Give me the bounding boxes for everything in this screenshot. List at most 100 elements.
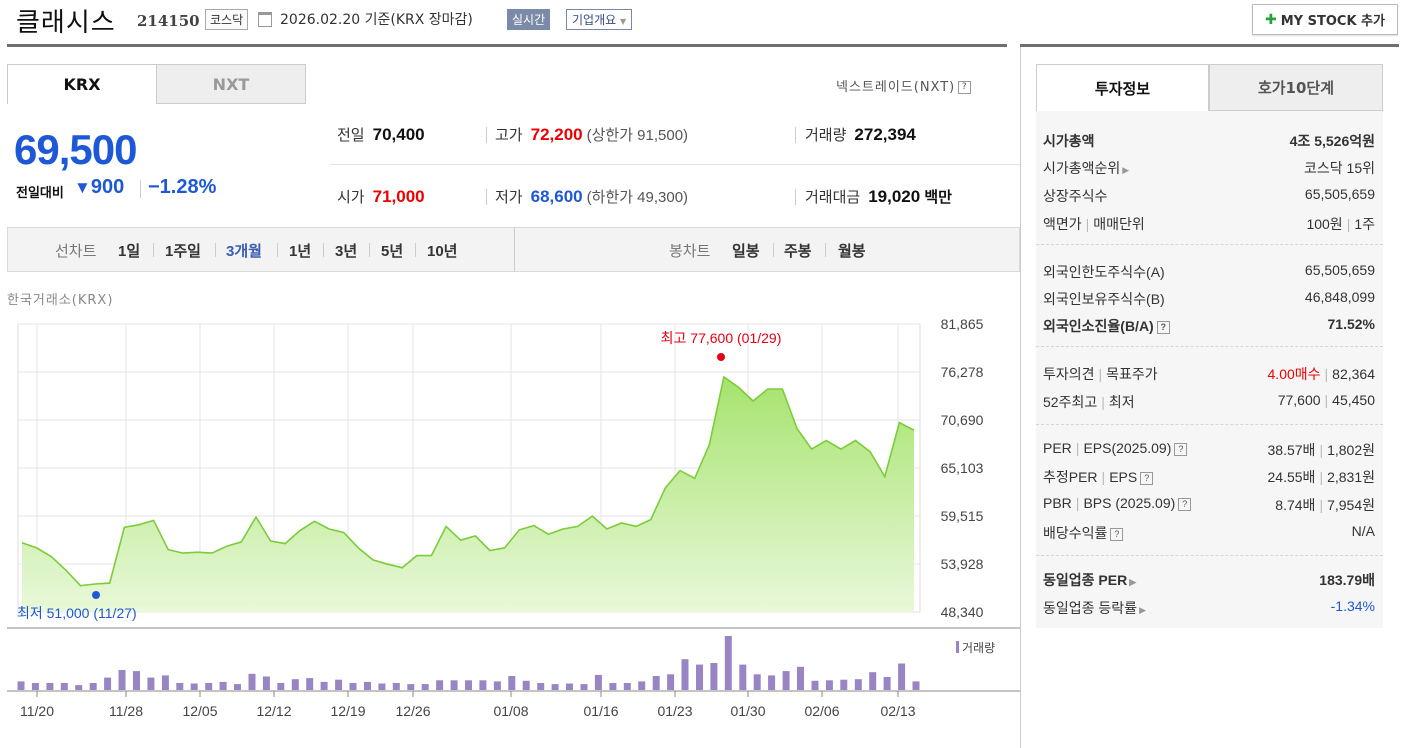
eps-label: EPS(2025.09) xyxy=(1083,440,1172,456)
volume-bar xyxy=(710,663,718,690)
volume-bar xyxy=(190,683,198,690)
toolbar-sep xyxy=(369,243,370,257)
period-1w[interactable]: 1주일 xyxy=(165,243,201,260)
header-divider xyxy=(7,44,1007,47)
price-chart[interactable]: 거래량 81,865 76,278 70,690 65,103 59,515 53,928… xyxy=(7,305,1020,725)
volume-bar xyxy=(364,681,371,690)
w52-low-label: 최저 xyxy=(1108,394,1135,410)
target-label: 목표주가 xyxy=(1106,366,1158,382)
volume-bar xyxy=(147,677,155,690)
add-mystock-button[interactable]: ✚ MY STOCK 추가 xyxy=(1252,4,1398,35)
volume-bar xyxy=(479,680,487,690)
calendar-icon xyxy=(258,12,272,27)
volume-bar xyxy=(537,683,545,690)
nxt-link[interactable]: 넥스트레이드(NXT)? xyxy=(836,76,972,95)
volume-bar xyxy=(609,683,617,690)
tab-nxt[interactable]: NXT xyxy=(156,64,306,104)
invest-info-panel xyxy=(1036,111,1383,628)
volume-bar xyxy=(234,684,241,690)
volume-bar xyxy=(696,664,703,690)
panel-divider xyxy=(1036,555,1383,556)
volume-bar xyxy=(869,672,877,690)
price-area xyxy=(22,377,914,612)
x-tick-label: 01/08 xyxy=(493,703,528,719)
unit-value: 1주 xyxy=(1354,216,1375,232)
column-divider xyxy=(1020,47,1021,748)
period-3m[interactable]: 3개월 xyxy=(226,243,262,260)
bps-value: 7,954원 xyxy=(1327,497,1375,513)
industry-per-label[interactable]: 동일업종 PER xyxy=(1043,572,1128,588)
chart-toolbar xyxy=(7,227,1020,272)
help-icon[interactable]: ? xyxy=(1156,320,1170,334)
corp-info-dropdown[interactable]: 기업개요 ▼ xyxy=(566,9,633,30)
volume-bar xyxy=(522,680,530,690)
help-icon[interactable]: ? xyxy=(1140,471,1154,485)
volume-bar xyxy=(508,676,516,690)
period-3y[interactable]: 3년 xyxy=(335,243,358,260)
bps-label: BPS (2025.09) xyxy=(1083,495,1176,511)
period-5y[interactable]: 5년 xyxy=(381,243,404,260)
volume-bar xyxy=(407,684,415,690)
volume-bar xyxy=(623,683,631,690)
down-triangle-icon: ▼ xyxy=(74,178,91,197)
candle-daily[interactable]: 일봉 xyxy=(732,243,760,260)
stat-prev: 전일 70,400 xyxy=(337,124,425,145)
period-1y[interactable]: 1년 xyxy=(289,243,312,260)
tab-invest-info[interactable]: 투자정보 xyxy=(1036,64,1209,111)
x-tick-label: 11/20 xyxy=(20,703,54,719)
volume-bar xyxy=(883,677,891,690)
change-percent: −1.28% xyxy=(148,176,217,198)
volume-bar xyxy=(652,676,660,690)
line-chart-label: 선차트 xyxy=(55,243,97,260)
toolbar-sep xyxy=(215,243,216,257)
volume-bar xyxy=(566,683,573,690)
toolbar-sep xyxy=(153,243,154,257)
volume-bar xyxy=(349,683,357,690)
row-dividend: 배당수익률? N/A xyxy=(1043,523,1375,543)
frn-limit-label: 외국인한도주식수(A) xyxy=(1043,264,1165,280)
stock-name: 클래시스 xyxy=(16,8,116,38)
help-icon[interactable]: ? xyxy=(1174,442,1188,456)
w52-high-value: 77,600 xyxy=(1277,392,1321,408)
change-value: 900 xyxy=(90,176,125,198)
plus-icon: ✚ xyxy=(1265,11,1277,28)
tab-order-book[interactable]: 호가10단계 xyxy=(1209,64,1383,111)
toolbar-sep xyxy=(825,243,826,257)
rank-label[interactable]: 시가총액순위 xyxy=(1043,160,1121,176)
row-frn-hold: 외국인보유주식수(B) 46,848,099 xyxy=(1043,289,1375,309)
volume-bar xyxy=(594,674,602,690)
volume-bar xyxy=(854,679,862,690)
frn-hold-value: 46,848,099 xyxy=(1304,289,1375,305)
eps-value: 1,802원 xyxy=(1327,442,1375,458)
help-icon[interactable]: ? xyxy=(958,81,972,94)
volume-bar xyxy=(335,679,343,690)
industry-chg-label[interactable]: 동일업종 등락률 xyxy=(1043,600,1138,616)
w52-high-label: 52주최고 xyxy=(1043,394,1098,410)
volume-bar xyxy=(797,666,804,690)
corp-info-label: 기업개요 xyxy=(572,13,617,27)
est-per-value: 24.55배 xyxy=(1267,469,1316,485)
candle-weekly[interactable]: 주봉 xyxy=(784,243,812,260)
help-icon[interactable]: ? xyxy=(1178,497,1192,511)
caret-right-icon: ▶ xyxy=(1129,577,1137,587)
min-label: 최저 51,000 (11/27) xyxy=(17,605,137,621)
candle-chart-label: 봉차트 xyxy=(669,243,711,260)
help-icon[interactable]: ? xyxy=(1110,527,1124,541)
stat-amount-label: 거래대금 xyxy=(805,189,861,206)
toolbar-sep xyxy=(277,243,278,257)
toolbar-sep xyxy=(415,243,416,257)
row-industry-per: 동일업종 PER ▶ 183.79배 xyxy=(1043,570,1375,590)
period-10y[interactable]: 10년 xyxy=(427,243,458,260)
volume-bar xyxy=(17,681,25,690)
volume-bar xyxy=(465,680,472,690)
realtime-button[interactable]: 실시간 xyxy=(507,9,551,30)
stat-prev-value: 70,400 xyxy=(372,125,425,144)
x-tick-label: 01/30 xyxy=(730,703,765,719)
period-1d[interactable]: 1일 xyxy=(118,243,141,260)
row-opinion: 투자의견 | 목표주가 4.00매수 | 82,364 xyxy=(1043,366,1375,382)
candle-monthly[interactable]: 월봉 xyxy=(838,243,866,260)
tab-krx[interactable]: KRX xyxy=(7,64,157,104)
volume-bar xyxy=(277,683,285,690)
y-tick-label: 76,278 xyxy=(941,364,984,380)
per-value: 38.57배 xyxy=(1267,442,1316,458)
